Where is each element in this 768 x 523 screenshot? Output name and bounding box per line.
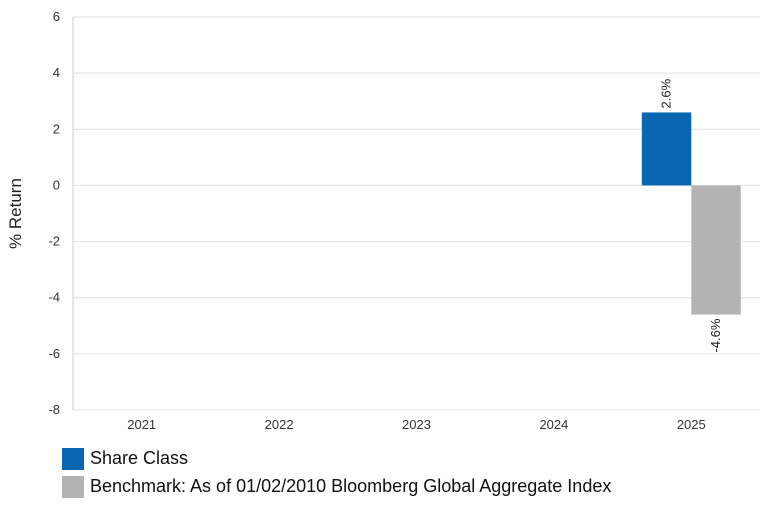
y-tick-label: 0 (53, 177, 60, 192)
y-tick-label: -4 (48, 290, 60, 305)
y-axis-ticks: 6 4 2 0 -2 -4 -6 -8 (48, 9, 60, 417)
gridlines (73, 16, 760, 411)
legend-item-share-class: Share Class (62, 448, 622, 470)
y-tick-label: -8 (48, 402, 60, 417)
data-labels: 2.6% -4.6% (659, 78, 723, 352)
x-tick-label: 2024 (539, 417, 568, 432)
legend-label-share-class: Share Class (90, 448, 189, 468)
x-tick-label: 2023 (402, 417, 431, 432)
y-tick-label: 4 (53, 65, 60, 80)
legend: Share Class Benchmark: As of 01/02/2010 … (62, 448, 622, 504)
x-tick-label: 2025 (677, 417, 706, 432)
legend-swatch-benchmark (62, 476, 84, 498)
y-tick-label: 6 (53, 9, 60, 24)
bar (691, 185, 741, 315)
x-axis-ticks: 2021 2022 2023 2024 2025 (127, 417, 706, 432)
bar (641, 112, 692, 186)
y-tick-label: 2 (53, 121, 60, 136)
y-axis-label: % Return (6, 178, 25, 249)
legend-item-benchmark: Benchmark: As of 01/02/2010 Bloomberg Gl… (62, 476, 622, 498)
data-label: 2.6% (659, 78, 674, 108)
y-tick-label: -6 (48, 346, 60, 361)
x-tick-label: 2022 (265, 417, 294, 432)
x-tick-label: 2021 (127, 417, 156, 432)
y-tick-label: -2 (48, 234, 60, 249)
data-label: -4.6% (708, 318, 723, 352)
legend-label-benchmark: Benchmark: As of 01/02/2010 Bloomberg Gl… (90, 476, 612, 496)
legend-swatch-share-class (62, 448, 84, 470)
bars (641, 112, 741, 315)
